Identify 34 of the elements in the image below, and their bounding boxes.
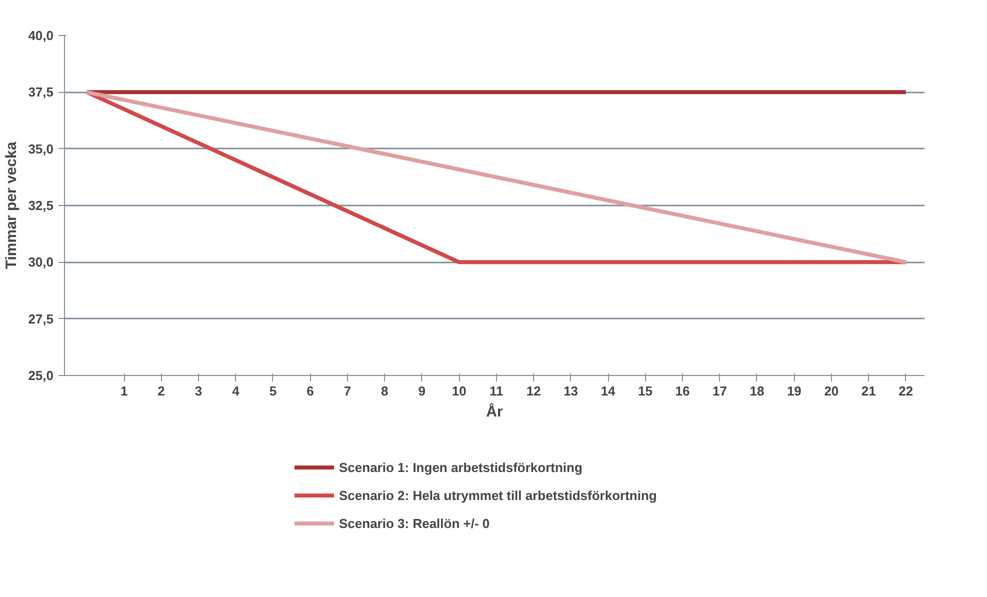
x-tick-label: 22: [898, 384, 914, 398]
x-tick-label: 6: [306, 384, 314, 398]
x-tick-label: 3: [194, 384, 202, 398]
y-tick-label: 37,5: [28, 84, 54, 100]
legend-label: Scenario 1: Ingen arbetstidsförkortning: [339, 460, 582, 474]
y-tick-label: 35,0: [28, 141, 54, 156]
x-tick-label: 15: [638, 384, 653, 398]
x-tick-label: 4: [232, 384, 240, 398]
x-tick-label: 5: [269, 384, 277, 398]
x-tick-label: 12: [526, 384, 541, 398]
x-axis-title: År: [486, 402, 503, 420]
x-tick-label: 18: [750, 384, 764, 398]
x-tick-label: 11: [489, 384, 504, 398]
y-tick-label: 27,5: [28, 311, 54, 326]
x-tick-label: 13: [564, 384, 578, 398]
y-tick-label: 40,0: [28, 28, 54, 43]
x-tick-label: 7: [344, 384, 352, 398]
x-tick-label: 9: [418, 384, 426, 398]
legend-label: Scenario 2: Hela utrymmet till arbetstidsförkortning: [339, 488, 657, 502]
y-tick-label: 25,0: [28, 368, 54, 383]
x-tick-label: 16: [675, 384, 690, 398]
y-tick-label: 32,5: [28, 198, 54, 213]
x-tick-label: 14: [600, 384, 616, 398]
x-tick-label: 2: [158, 384, 165, 398]
x-tick-label: 10: [452, 384, 466, 398]
x-tick-label: 1: [120, 384, 128, 398]
y-tick-label: 30,0: [28, 254, 54, 270]
y-axis-title: Timmar per vecka: [3, 141, 20, 270]
x-tick-label: 19: [786, 384, 802, 398]
x-tick-label: 17: [712, 384, 727, 398]
legend-label: Scenario 3: Reallön +/- 0: [339, 516, 490, 530]
x-tick-label: 20: [824, 384, 839, 398]
x-tick-label: 21: [861, 384, 876, 398]
x-tick-label: 8: [381, 384, 388, 398]
